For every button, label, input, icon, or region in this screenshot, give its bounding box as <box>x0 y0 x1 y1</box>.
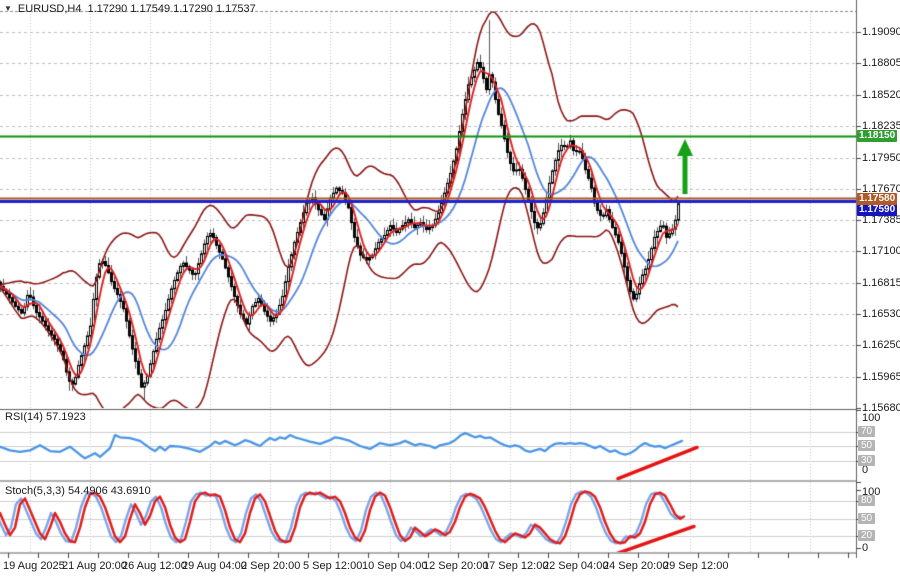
stoch-indicator-label: Stoch(5,3,3) 54.4906 43.6910 <box>5 485 151 497</box>
stoch-scale-badge: 80 <box>858 495 876 506</box>
stoch-name: Stoch(5,3,3) <box>5 485 65 497</box>
time-axis-label: 29 Sep 12:00 <box>663 560 729 572</box>
price-axis-label: 1.18235 <box>862 120 900 132</box>
chevron-down-icon[interactable]: ▼ <box>4 4 12 13</box>
time-axis-label: 21 Aug 20:00 <box>62 560 127 572</box>
time-axis-label: 12 Sep 20:00 <box>423 560 489 572</box>
time-axis-label: 19 Aug 2025 <box>3 560 65 572</box>
rsi-scale-badge: 30 <box>858 455 876 466</box>
hline-price-badge: 1.17590 <box>857 204 898 216</box>
time-axis-label: 2 Sep 20:00 <box>241 560 301 572</box>
symbol-period-label: EURUSD,H4 <box>17 3 82 15</box>
price-axis-label: 1.15965 <box>862 371 900 383</box>
chart-title: ▼ EURUSD,H4 1.17290 1.17549 1.17290 1.17… <box>4 3 256 15</box>
price-axis-label: 1.18805 <box>862 57 900 69</box>
price-axis-label: 1.17670 <box>862 183 900 195</box>
time-axis-label: 22 Sep 04:00 <box>543 560 609 572</box>
rsi-indicator-label: RSI(14) 57.1923 <box>5 411 86 423</box>
stoch-scale-badge: 20 <box>858 530 876 541</box>
price-axis-label: 1.17385 <box>862 214 900 226</box>
rsi-scale-label: 0 <box>862 464 869 476</box>
rsi-scale-badge: 70 <box>858 426 876 437</box>
price-axis-label: 1.16250 <box>862 339 900 351</box>
price-axis-label: 1.19090 <box>862 26 900 38</box>
hline-price-badge: 1.17580 <box>857 193 898 205</box>
rsi-value: 57.1923 <box>45 411 86 423</box>
price-axis-label: 1.18520 <box>862 89 900 101</box>
time-axis-label: 17 Sep 12:00 <box>483 560 549 572</box>
hline-price-badge: 1.18150 <box>857 130 898 142</box>
rsi-scale-badge: 50 <box>858 440 876 451</box>
time-axis-label: 5 Sep 12:00 <box>303 560 363 572</box>
stoch-scale-label: 0 <box>862 542 869 554</box>
price-axis-label: 1.15680 <box>862 402 900 414</box>
rsi-scale-label: 100 <box>862 412 881 424</box>
time-axis-label: 29 Aug 04:00 <box>182 560 247 572</box>
time-axis-label: 10 Sep 04:00 <box>362 560 428 572</box>
stoch-values: 54.4906 43.6910 <box>67 485 151 497</box>
price-axis-label: 1.16530 <box>862 308 900 320</box>
time-axis-label: 24 Sep 20:00 <box>603 560 669 572</box>
ohlc-values: 1.17290 1.17549 1.17290 1.17537 <box>87 3 256 15</box>
price-axis-label: 1.16815 <box>862 277 900 289</box>
price-axis-label: 1.17100 <box>862 245 900 257</box>
rsi-name: RSI(14) <box>5 411 43 423</box>
time-axis-label: 26 Aug 12:00 <box>122 560 187 572</box>
stoch-scale-badge: 50 <box>858 513 876 524</box>
price-axis-label: 1.17950 <box>862 152 900 164</box>
